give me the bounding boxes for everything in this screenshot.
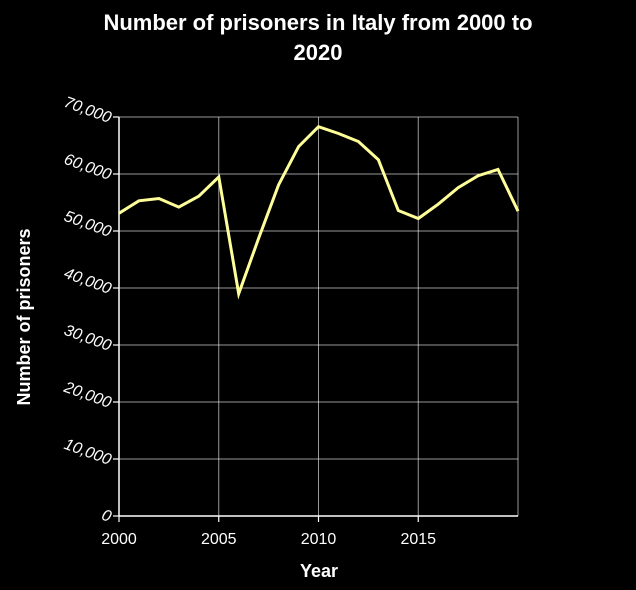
y-tick-label: 30,000 xyxy=(62,322,114,355)
y-axis-ticks: 0 10,000 20,000 30,000 40,000 50,000 60,000 70,… xyxy=(61,94,119,526)
x-tick-label: 2010 xyxy=(301,531,337,548)
y-axis-title: Number of prisoners xyxy=(14,228,34,405)
y-tick-label: 20,000 xyxy=(61,379,114,412)
y-tick-label: 60,000 xyxy=(62,151,114,184)
x-axis-ticks: 2000 2005 2010 2015 xyxy=(101,516,436,548)
grid xyxy=(119,116,519,516)
x-tick-label: 2000 xyxy=(101,531,137,548)
y-tick-label: 0 xyxy=(99,507,113,526)
chart-title-line-2: 2020 xyxy=(294,40,343,65)
chart-title-line-1: Number of prisoners in Italy from 2000 t… xyxy=(103,10,532,35)
y-tick-label: 10,000 xyxy=(62,436,114,469)
y-tick-label: 70,000 xyxy=(62,94,114,127)
y-tick-label: 50,000 xyxy=(62,208,114,241)
y-tick-label: 40,000 xyxy=(62,265,114,298)
series-layer xyxy=(118,124,520,300)
series-line xyxy=(118,124,520,300)
x-tick-label: 2015 xyxy=(400,531,436,548)
x-axis-title: Year xyxy=(300,561,338,581)
x-tick-label: 2005 xyxy=(201,531,237,548)
